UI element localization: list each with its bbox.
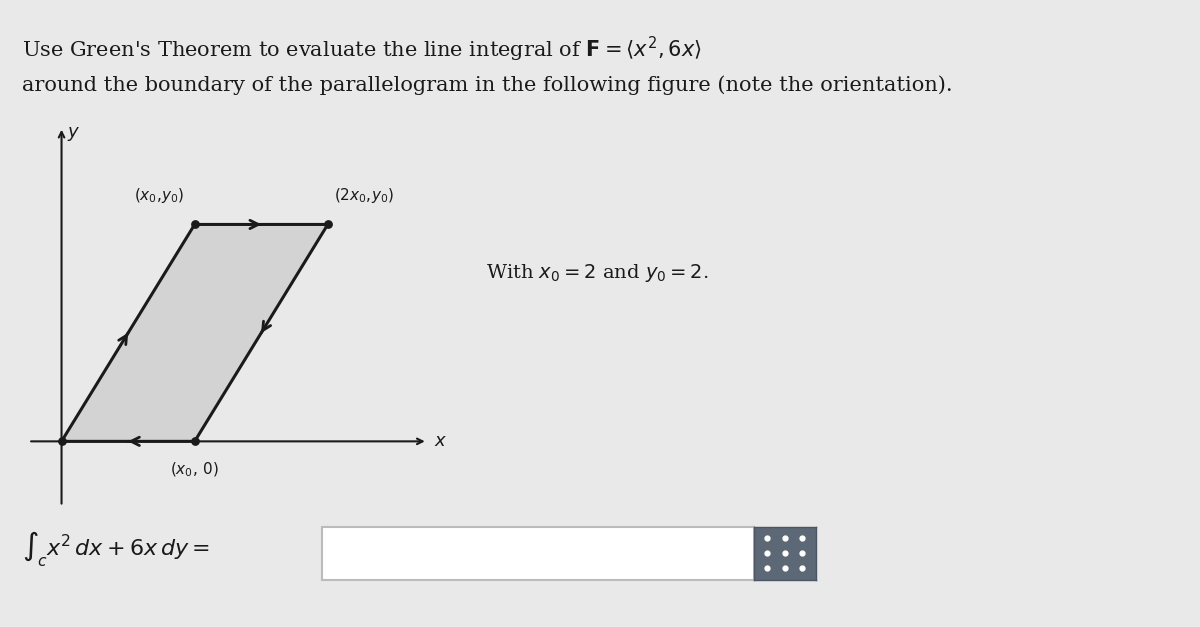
Text: $y$: $y$ bbox=[67, 125, 80, 143]
Text: Use Green's Theorem to evaluate the line integral of $\mathbf{F} = \langle x^2, : Use Green's Theorem to evaluate the line… bbox=[22, 34, 701, 64]
Polygon shape bbox=[61, 224, 328, 441]
Point bbox=[185, 436, 204, 446]
Text: $(x_0,\!y_0)$: $(x_0,\!y_0)$ bbox=[134, 186, 185, 205]
Point bbox=[318, 219, 337, 229]
Text: $(2x_0,\!y_0)$: $(2x_0,\!y_0)$ bbox=[335, 186, 395, 205]
Point bbox=[185, 219, 204, 229]
Text: $(x_0,\, 0)$: $(x_0,\, 0)$ bbox=[170, 461, 220, 479]
Text: around the boundary of the parallelogram in the following figure (note the orien: around the boundary of the parallelogram… bbox=[22, 75, 953, 95]
Point bbox=[52, 436, 71, 446]
Text: $x$: $x$ bbox=[434, 433, 448, 450]
Text: With $x_0 = 2$ and $y_0 = 2$.: With $x_0 = 2$ and $y_0 = 2$. bbox=[486, 261, 708, 284]
Text: $\int_c x^2\,dx + 6x\,dy =$: $\int_c x^2\,dx + 6x\,dy =$ bbox=[22, 529, 210, 569]
